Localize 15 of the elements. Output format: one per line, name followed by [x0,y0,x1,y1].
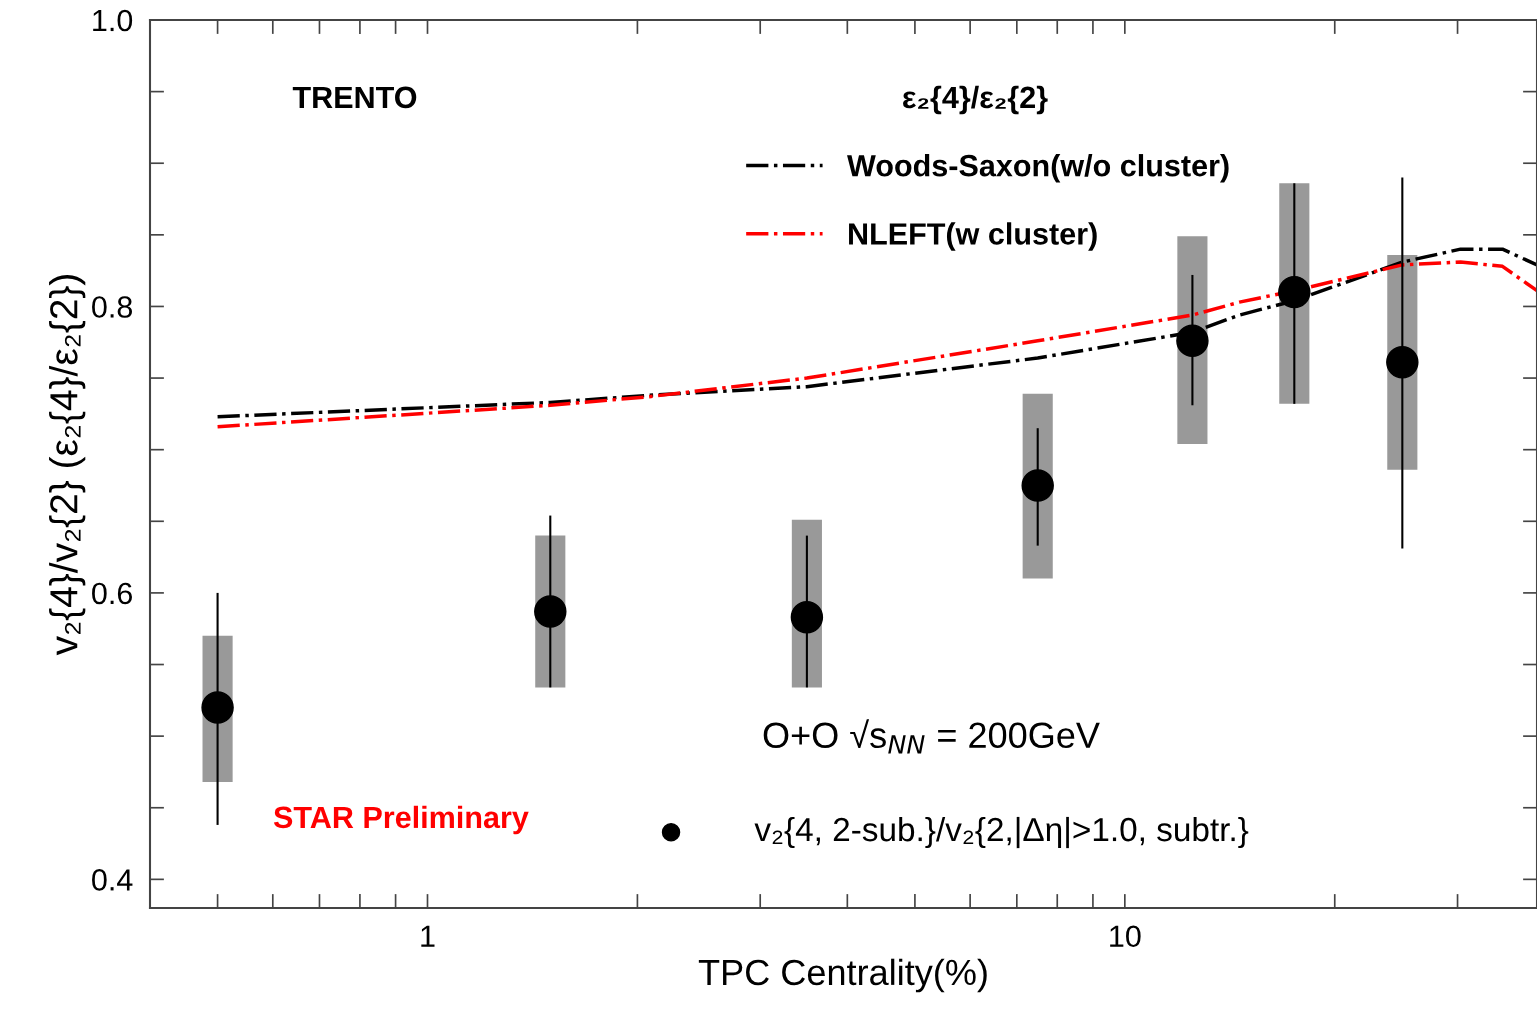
annotation: ε₂{4}/ε₂{2} [903,85,1048,115]
annotation: STAR Preliminary [273,805,529,835]
y-tick-label: 0.8 [92,296,133,318]
legend-label: v₂{4, 2-sub.}/v₂{2,|Δη|>1.0, subtr.} [754,816,1249,849]
x-tick-label: 10 [1110,925,1141,948]
legend-label: NLEFT(w cluster) [849,222,1097,251]
legend-label: Woods-Saxon(w/o cluster) [847,154,1229,183]
y-tick-label: 0.6 [92,582,132,605]
x-axis-title: TPC Centrality(%) [698,958,987,993]
y-tick-label: 1.0 [93,9,133,32]
y-tick-label: 0.4 [92,869,133,891]
annotation: TRENTO [292,86,417,109]
annotation: O+O √s$_{NN}$ = 200GeV [763,719,1100,754]
y-axis-title: v₂{4}/v₂{2} (ε₂{4}/ε₂{2}) [49,275,86,656]
x-tick-label: 1 [421,925,435,947]
